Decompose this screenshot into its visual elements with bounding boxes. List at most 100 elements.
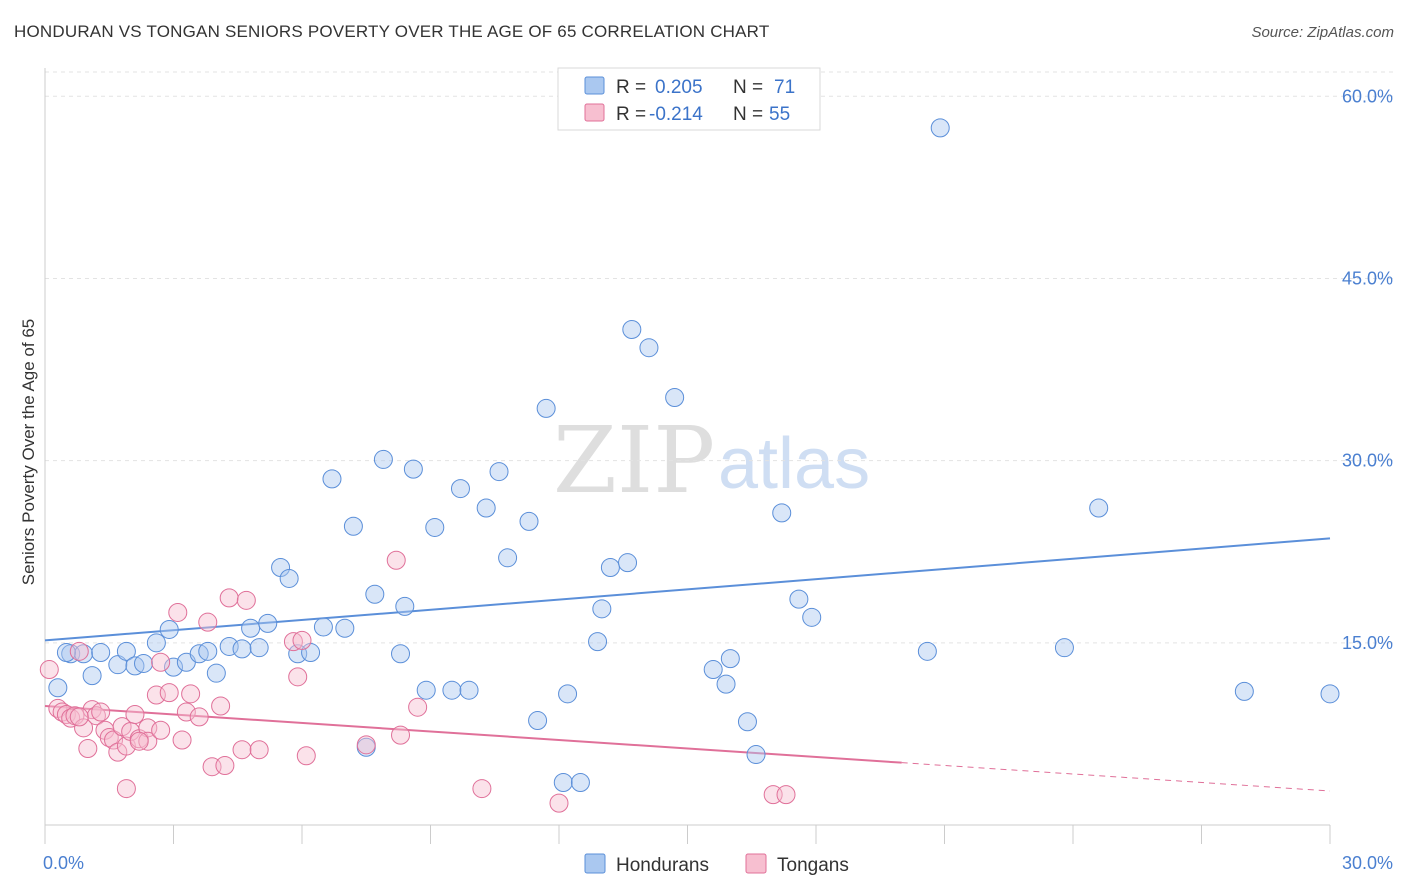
hondurans-point-36 — [425, 517, 445, 537]
hondurans-point-17 — [232, 639, 252, 659]
legend-n-label-hondurans: N = — [733, 77, 763, 98]
hondurans-point-26 — [322, 469, 342, 489]
legend-r-label-tongans: R = — [616, 104, 646, 125]
hondurans-point-60 — [746, 745, 766, 765]
source-label: Source: ZipAtlas.com — [1251, 24, 1394, 41]
tongans-point-53 — [91, 702, 111, 722]
hondurans-point-31 — [373, 449, 393, 469]
hondurans-point-8 — [134, 653, 154, 673]
grid-lines — [45, 71, 1395, 644]
legend-swatch-hondurans — [584, 76, 605, 95]
tongans-point-29 — [176, 702, 196, 722]
hondurans-point-11 — [164, 657, 183, 677]
tongans-point-43 — [296, 746, 316, 766]
axes — [44, 68, 1331, 844]
tongans-point-46 — [391, 725, 411, 745]
hondurans-point-49 — [588, 632, 608, 652]
tick-labels: 15.0% 30.0% 45.0% 60.0% 0.0% 30.0% — [43, 86, 1393, 873]
hondurans-point-10 — [159, 619, 179, 639]
hondurans-point-69 — [1320, 684, 1340, 704]
legend-n-label-tongans: N = — [733, 104, 763, 125]
hondurans-point-38 — [450, 479, 470, 499]
x-tick-label-1: 30.0% — [1342, 853, 1393, 873]
tongans-point-13 — [104, 730, 124, 750]
correlation-legend: R = 0.205 N = 71 R = -0.214 N = 55 — [557, 67, 821, 131]
tongans-point-36 — [219, 588, 239, 608]
tongans-point-42 — [292, 630, 312, 650]
legend-n-value-tongans: 55 — [769, 104, 790, 125]
y-tick-label-3: 60.0% — [1342, 86, 1393, 106]
hondurans-point-48 — [558, 684, 578, 704]
hondurans-point-14 — [198, 641, 218, 661]
hondurans-point-56 — [703, 660, 723, 680]
tongans-point-32 — [198, 612, 218, 632]
hondurans-point-66 — [1054, 638, 1074, 658]
tongans-point-8 — [78, 738, 98, 758]
tongans-point-17 — [116, 779, 136, 799]
tongans-point-7 — [74, 718, 94, 738]
hondurans-point-19 — [249, 638, 269, 658]
bottom-legend-swatch-tongans — [745, 853, 767, 874]
legend-r-value-tongans: -0.214 — [649, 104, 703, 125]
bottom-legend-swatch-hondurans — [584, 853, 606, 874]
tongans-point-39 — [249, 740, 269, 760]
bottom-legend-tongans: Tongans — [777, 855, 849, 876]
y-tick-label-1: 30.0% — [1342, 451, 1393, 471]
hondurans-point-57 — [716, 674, 736, 694]
hondurans-point-41 — [489, 462, 509, 482]
hondurans-point-34 — [403, 459, 423, 479]
y-tick-label-2: 45.0% — [1342, 268, 1393, 288]
hondurans-point-43 — [519, 511, 539, 531]
tongans-point-45 — [386, 550, 406, 570]
hondurans-point-58 — [720, 649, 740, 669]
hondurans-point-25 — [313, 617, 333, 637]
legend-swatch-tongans — [584, 103, 605, 122]
hondurans-point-68 — [1234, 681, 1254, 701]
tongans-point-38 — [236, 590, 256, 610]
tongans-point-30 — [181, 684, 201, 704]
tongans-point-31 — [189, 707, 209, 727]
hondurans-point-51 — [600, 558, 620, 578]
hondurans-point-27 — [335, 618, 355, 638]
hondurans-point-5 — [108, 655, 128, 675]
tongans-trendline — [44, 704, 902, 764]
watermark-zip: ZIP — [553, 407, 715, 514]
hondurans-point-35 — [416, 680, 436, 700]
hondurans-trendline — [44, 537, 1331, 642]
hondurans-point-37 — [442, 680, 462, 700]
tongans-point-25 — [151, 720, 171, 740]
hondurans-point-65 — [917, 641, 937, 661]
hondurans-point-42 — [498, 548, 518, 568]
legend-n-value-hondurans: 71 — [774, 77, 795, 98]
tongans-point-49 — [549, 793, 569, 813]
hondurans-point-3 — [82, 666, 102, 686]
tongans-point-0 — [39, 660, 59, 680]
hondurans-point-0 — [48, 678, 68, 698]
tongans-point-34 — [211, 696, 231, 716]
tongans-point-26 — [159, 683, 179, 703]
tongans-trendline-extension — [901, 762, 1331, 792]
hondurans-point-50 — [592, 599, 612, 619]
tongans-point-24 — [151, 652, 171, 672]
y-axis-label: Seniors Poverty Over the Age of 65 — [19, 319, 38, 585]
hondurans-point-61 — [772, 503, 792, 523]
tongans-point-47 — [408, 697, 428, 717]
hondurans-point-39 — [459, 680, 479, 700]
hondurans-point-62 — [789, 589, 809, 609]
hondurans-point-59 — [737, 712, 757, 732]
tongans-point-6 — [69, 641, 89, 661]
tongans-point-28 — [172, 730, 192, 750]
tongans-point-19 — [125, 704, 145, 724]
tongans-point-41 — [288, 667, 308, 687]
tongans-point-15 — [112, 717, 132, 737]
hondurans-point-40 — [476, 498, 496, 518]
hondurans-point-67 — [1089, 498, 1109, 518]
hondurans-point-30 — [365, 584, 385, 604]
tongans-point-44 — [356, 735, 376, 755]
hondurans-point-33 — [395, 596, 415, 616]
tongans-point-48 — [472, 779, 492, 799]
legend-r-label-hondurans: R = — [616, 77, 646, 98]
hondurans-point-44 — [528, 711, 548, 731]
hondurans-point-9 — [146, 633, 166, 653]
